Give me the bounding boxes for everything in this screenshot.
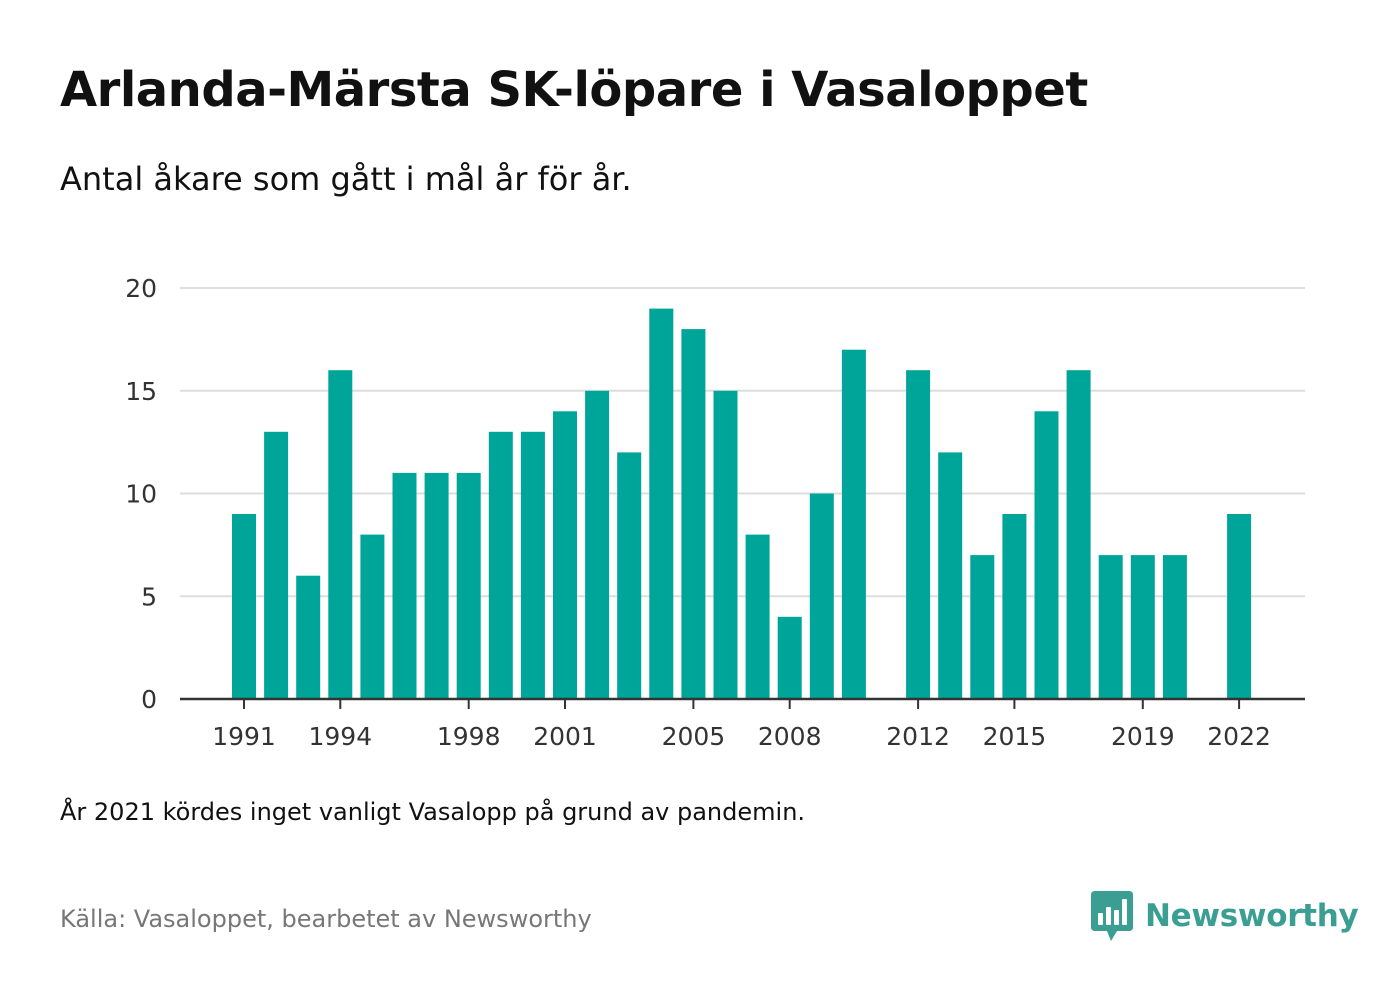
bar-2010 [841, 349, 866, 699]
bar-2022 [1227, 514, 1252, 699]
y-tick-label: 5 [141, 582, 157, 611]
newsworthy-logo: Newsworthy [1091, 890, 1359, 942]
bar-2018 [1098, 555, 1123, 699]
bar-1996 [392, 472, 417, 699]
bar-2004 [649, 308, 674, 699]
y-tick-label: 0 [141, 685, 157, 714]
x-tick-label: 1998 [437, 722, 501, 751]
bar-1991 [232, 514, 256, 699]
newsworthy-logo-text: Newsworthy [1145, 898, 1359, 934]
bar-1992 [264, 431, 289, 699]
bar-2001 [553, 411, 577, 699]
x-tick-label: 2022 [1207, 722, 1271, 751]
bar-chart: 0 5 10 15 20 1991 1994 1998 2001 2005 2008 2012 2015… [125, 274, 1305, 751]
source-note: Källa: Vasaloppet, bearbetet av Newswort… [60, 905, 592, 933]
chart-subtitle: Antal åkare som gått i mål år för år. [60, 160, 632, 198]
bar-2008 [777, 616, 802, 699]
bar-2007 [745, 534, 770, 699]
x-tick-label: 1991 [212, 722, 276, 751]
bar-2006 [713, 390, 738, 700]
bars [232, 308, 1252, 700]
bar-2017 [1066, 370, 1091, 699]
footnote: År 2021 kördes inget vanligt Vasalopp på… [60, 798, 806, 826]
y-tick-label: 10 [125, 480, 157, 509]
bar-1998 [456, 472, 481, 699]
x-tick-label: 2019 [1111, 722, 1175, 751]
x-tick-label: 2015 [983, 722, 1047, 751]
bar-2019 [1130, 555, 1155, 699]
y-tick-label: 15 [125, 377, 157, 406]
bar-2012 [906, 370, 931, 699]
bar-2013 [938, 452, 963, 699]
x-tick-label: 2008 [758, 722, 822, 751]
y-tick-label: 20 [125, 274, 157, 303]
x-tick-label: 2005 [662, 722, 726, 751]
x-tick-label: 2012 [886, 722, 950, 751]
bar-2005 [681, 329, 706, 699]
bar-1993 [296, 575, 321, 699]
bar-2014 [970, 555, 995, 699]
bar-1995 [360, 534, 385, 699]
bar-2009 [809, 493, 834, 699]
newsworthy-logo-icon [1091, 891, 1133, 941]
bar-1994 [328, 370, 353, 699]
axes: 0 5 10 15 20 1991 1994 1998 2001 2005 2008 2012 2015… [125, 274, 1305, 751]
bar-2000 [520, 431, 545, 699]
bar-2020 [1162, 555, 1187, 699]
x-tick-label: 1994 [308, 722, 372, 751]
bar-2015 [1002, 514, 1027, 699]
bar-2016 [1034, 411, 1059, 699]
bar-1999 [488, 431, 513, 699]
chart-title: Arlanda-Märsta SK-löpare i Vasaloppet [60, 62, 1088, 118]
bar-2002 [585, 390, 610, 700]
bar-2003 [617, 452, 642, 699]
x-tick-label: 2001 [533, 722, 597, 751]
bar-1997 [424, 472, 449, 699]
